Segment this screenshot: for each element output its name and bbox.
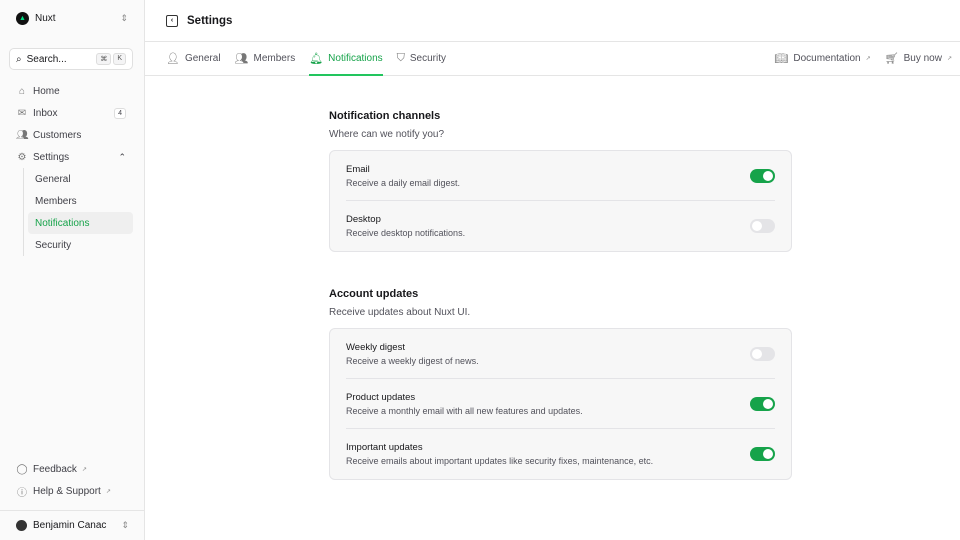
sidebar-item-customers[interactable]: 👥︎ Customers	[9, 124, 133, 146]
collapse-sidebar-icon[interactable]: ‹	[166, 14, 178, 27]
tab-label: Notifications	[328, 53, 383, 64]
setting-row-email: Email Receive a daily email digest.	[346, 151, 775, 201]
weekly-digest-toggle[interactable]	[750, 346, 775, 361]
sidebar-item-label: Customers	[33, 129, 82, 141]
setting-description: Receive emails about important updates l…	[346, 456, 654, 466]
documentation-link[interactable]: 📖︎ Documentation ↗	[774, 42, 870, 75]
important-updates-toggle[interactable]	[750, 447, 775, 461]
users-icon: 👥︎	[234, 53, 249, 65]
chevron-up-icon: ⌃	[118, 151, 126, 162]
setting-row-important-updates: Important updates Receive emails about im…	[346, 429, 775, 479]
help-label: Help & Support	[33, 485, 101, 497]
setting-description: Receive a daily email digest.	[346, 177, 461, 188]
bell-icon: 🔔︎	[309, 53, 324, 65]
tab-security[interactable]: ⛉ Security	[397, 42, 446, 75]
chevron-up-down-icon: ⇕	[120, 13, 128, 23]
feedback-label: Feedback	[33, 463, 77, 475]
kbd-meta: ⌘	[96, 53, 112, 65]
link-label: Buy now	[903, 53, 942, 64]
external-link-icon: ↗	[81, 466, 87, 473]
buy-now-link[interactable]: 🛒︎ Buy now ↗	[885, 42, 952, 75]
section-title: Account updates	[329, 288, 419, 300]
chat-bubble-icon: ◯	[16, 463, 28, 475]
section-account-updates: Account updates Receive updates about Nu…	[329, 288, 792, 480]
shield-icon: ⛉	[396, 52, 405, 64]
tab-label: General	[184, 53, 221, 64]
avatar	[16, 520, 27, 531]
nuxt-logo-icon: ▲	[16, 12, 29, 25]
kbd-k: K	[113, 53, 126, 65]
setting-row-desktop: Desktop Receive desktop notifications.	[346, 201, 775, 251]
desktop-toggle[interactable]	[750, 219, 775, 233]
chevron-up-down-icon: ⇕	[121, 520, 129, 530]
sidebar-item-label: Settings	[33, 151, 70, 163]
section-title: Notification channels	[329, 110, 441, 122]
search-placeholder: Search...	[26, 53, 67, 65]
setting-title: Important updates	[346, 442, 423, 453]
gear-icon: ⚙	[17, 151, 27, 163]
section-description: Receive updates about Nuxt UI.	[329, 307, 471, 318]
help-support-link[interactable]: ⓘ Help & Support ↗	[9, 480, 133, 502]
settings-tabs: 👤︎ General 👥︎ Members 🔔︎ Notifications ⛉ Sec…	[145, 42, 960, 76]
external-link-icon: ↗	[105, 488, 111, 495]
sidebar-item-label: Notifications	[35, 217, 90, 229]
sidebar-item-label: General	[35, 173, 71, 185]
setting-title: Desktop	[346, 214, 381, 225]
setting-title: Weekly digest	[346, 341, 405, 353]
section-description: Where can we notify you?	[329, 129, 445, 140]
page-header: ‹ Settings	[145, 0, 960, 42]
sidebar-item-label: Security	[35, 239, 72, 251]
tab-members[interactable]: 👥︎ Members	[235, 42, 296, 75]
sidebar: ▲ Nuxt ⇕ ⌕ Search... ⌘ K ⌂ Home ✉ Inbox 4 👥︎…	[0, 0, 145, 540]
settings-card: Email Receive a daily email digest. Deskt…	[329, 150, 792, 252]
book-icon: 📖︎	[774, 53, 789, 65]
tab-label: Security	[409, 53, 447, 64]
setting-description: Receive desktop notifications.	[346, 228, 466, 238]
sidebar-item-home[interactable]: ⌂ Home	[9, 80, 133, 102]
sidebar-item-settings[interactable]: ⚙ Settings ⌃	[9, 146, 133, 168]
setting-description: Receive a monthly email with all new fea…	[346, 405, 583, 416]
inbox-icon: ✉	[17, 107, 27, 119]
feedback-link[interactable]: ◯ Feedback ↗	[9, 458, 133, 480]
section-notification-channels: Notification channels Where can we notif…	[329, 110, 792, 252]
tab-label: Members	[253, 53, 296, 64]
search-button[interactable]: ⌕ Search... ⌘ K	[9, 48, 133, 70]
cart-icon: 🛒︎	[884, 53, 899, 65]
users-icon: 👥︎	[16, 129, 29, 141]
team-switcher[interactable]: ▲ Nuxt ⇕	[16, 12, 128, 25]
brand-name: Nuxt	[35, 13, 56, 24]
setting-title: Email	[346, 163, 370, 175]
user-icon: 👤︎	[166, 53, 180, 65]
sidebar-sub-security[interactable]: Security	[28, 234, 133, 256]
setting-row-product-updates: Product updates Receive a monthly email w…	[346, 379, 775, 429]
inbox-count-badge: 4	[114, 107, 126, 119]
link-label: Documentation	[793, 53, 861, 64]
tab-general[interactable]: 👤︎ General	[166, 42, 221, 75]
setting-description: Receive a weekly digest of news.	[346, 355, 479, 366]
sidebar-item-label: Members	[35, 195, 77, 207]
sidebar-item-label: Inbox	[33, 107, 58, 119]
product-updates-toggle[interactable]	[750, 396, 775, 411]
sidebar-item-inbox[interactable]: ✉ Inbox 4	[9, 102, 133, 124]
home-icon: ⌂	[18, 85, 26, 97]
email-toggle[interactable]	[750, 168, 775, 183]
setting-title: Product updates	[346, 391, 416, 403]
search-icon: ⌕	[16, 53, 22, 65]
settings-card: Weekly digest Receive a weekly digest of …	[329, 328, 792, 480]
user-name: Benjamin Canac	[33, 520, 107, 531]
setting-row-weekly-digest: Weekly digest Receive a weekly digest of …	[346, 329, 775, 379]
info-icon: ⓘ	[17, 487, 27, 499]
sidebar-sub-general[interactable]: General	[28, 168, 133, 190]
page-title: Settings	[187, 14, 233, 27]
sidebar-item-label: Home	[33, 85, 60, 97]
user-menu[interactable]: Benjamin Canac ⇕	[0, 510, 145, 540]
notifications-settings: Notification channels Where can we notif…	[329, 110, 792, 480]
external-link-icon: ↗	[865, 56, 871, 62]
tab-notifications[interactable]: 🔔︎ Notifications	[309, 42, 384, 76]
external-link-icon: ↗	[946, 56, 952, 62]
sidebar-sub-members[interactable]: Members	[28, 190, 133, 212]
sidebar-sub-notifications[interactable]: Notifications	[28, 212, 133, 234]
